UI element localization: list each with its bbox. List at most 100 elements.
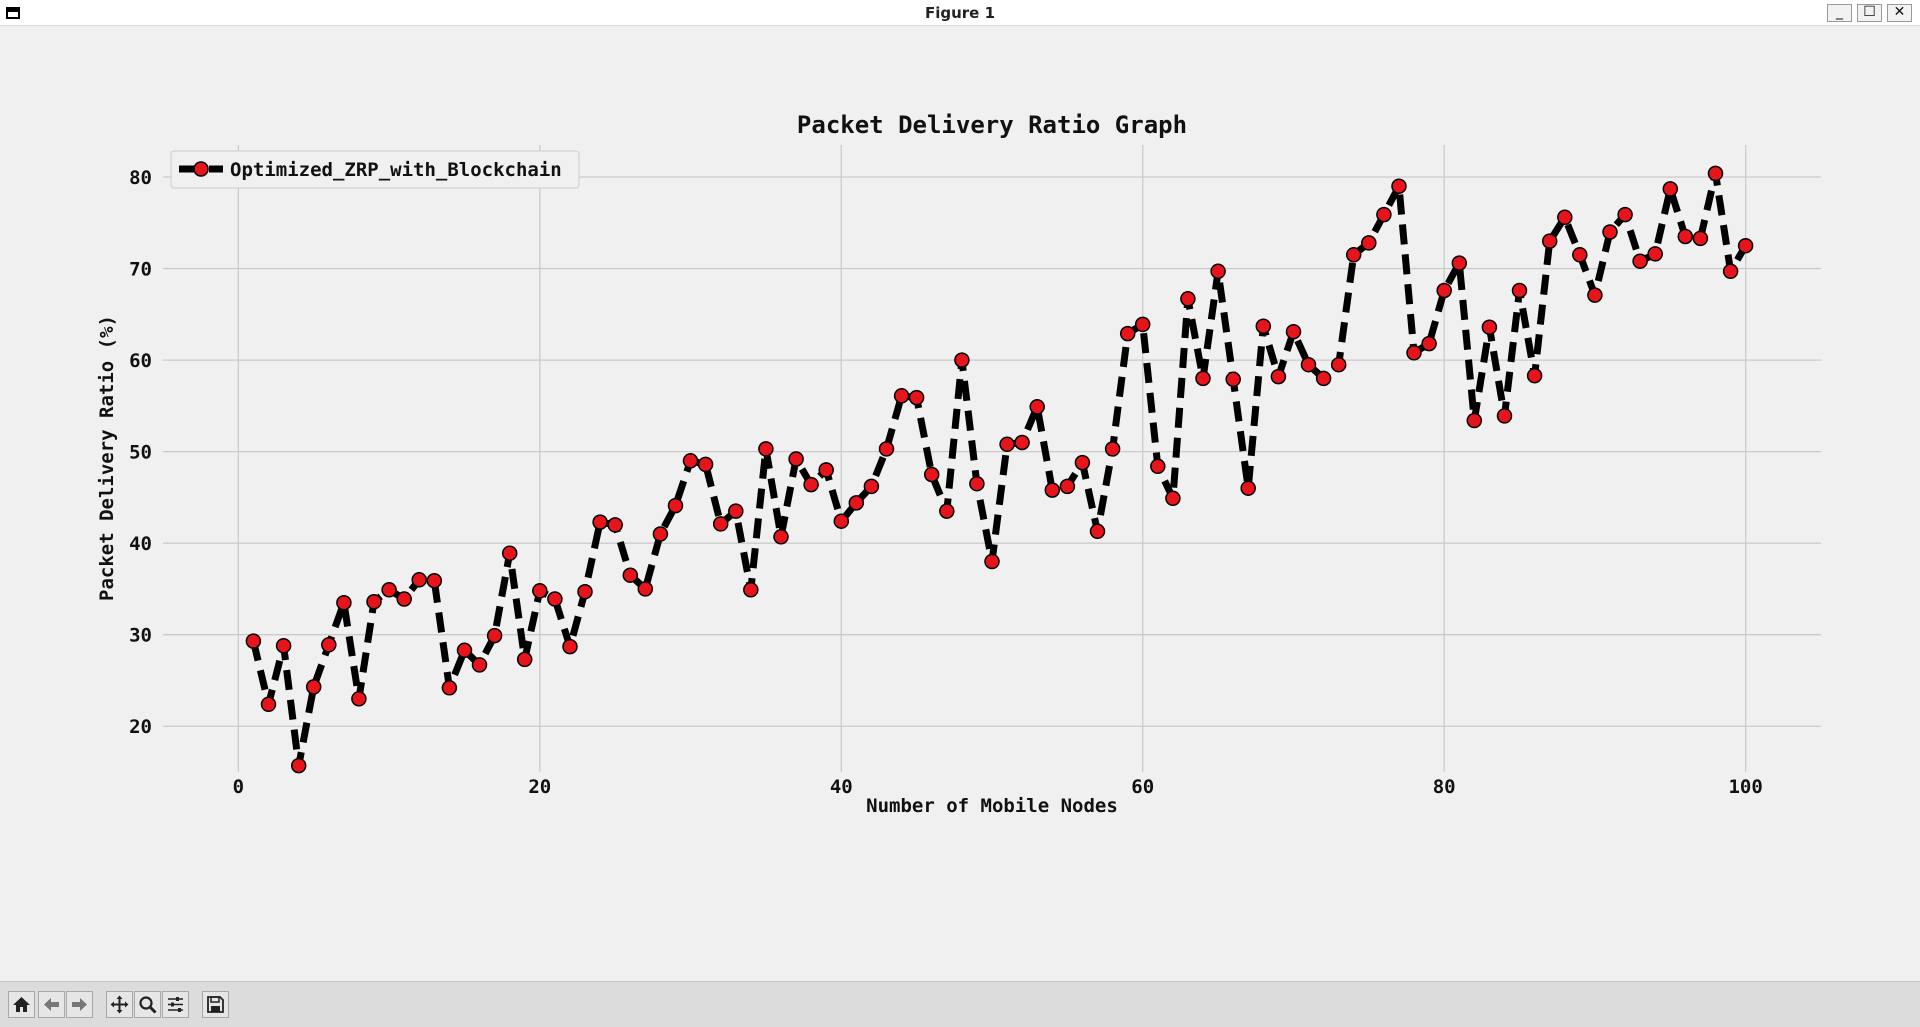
- forward-arrow-icon: [72, 998, 87, 1011]
- data-point: [1587, 287, 1603, 303]
- data-point: [1315, 370, 1332, 387]
- data-point: [1180, 291, 1196, 307]
- configure-subplots-icon: [168, 997, 183, 1012]
- back-arrow-icon: [44, 998, 59, 1011]
- data-point: [1210, 263, 1226, 280]
- data-point: [1150, 458, 1166, 475]
- data-point: [245, 633, 262, 649]
- window-title: Figure 1: [924, 4, 996, 22]
- legend-frame: [170, 150, 580, 189]
- data-point: [743, 582, 759, 598]
- data-point: [1014, 434, 1030, 451]
- configure-subplots-button[interactable]: [162, 991, 189, 1018]
- y-tick-label: 20: [129, 716, 152, 738]
- maximize-button[interactable]: ☐: [1857, 4, 1882, 22]
- data-point: [863, 478, 880, 495]
- data-point: [562, 638, 578, 655]
- data-point: [667, 497, 684, 514]
- data-point: [592, 514, 608, 530]
- x-tick-label: 60: [1131, 776, 1154, 798]
- data-point: [1376, 206, 1392, 223]
- data-point: [1617, 206, 1633, 223]
- data-point: [682, 453, 699, 469]
- data-point: [1692, 230, 1709, 247]
- y-tick-label: 40: [129, 533, 152, 555]
- data-point: [1345, 247, 1362, 263]
- legend-entry: Optimized_ZRP_with_Blockchain: [230, 159, 562, 181]
- y-tick-label: 30: [129, 625, 152, 647]
- data-point: [712, 516, 729, 532]
- data-point: [396, 591, 412, 607]
- y-tick-label: 60: [129, 350, 152, 372]
- data-point: [290, 757, 307, 774]
- data-point: [1255, 318, 1272, 334]
- data-point: [1707, 165, 1724, 182]
- save-icon: [207, 996, 224, 1013]
- y-tick-label: 50: [129, 442, 152, 464]
- data-point: [1330, 356, 1347, 373]
- data-point: [1059, 478, 1076, 495]
- data-point: [441, 680, 458, 696]
- chart-title: Packet Delivery Ratio Graph: [797, 111, 1187, 139]
- data-point: [728, 503, 744, 519]
- data-point: [547, 591, 563, 607]
- data-point: [486, 627, 503, 644]
- data-point: [878, 441, 895, 457]
- data-point: [954, 352, 970, 368]
- data-point: [1406, 345, 1422, 361]
- y-axis-label: Packet Delivery Ratio (%): [96, 315, 118, 601]
- data-point: [1074, 454, 1091, 471]
- data-point: [1195, 370, 1211, 387]
- data-point: [1541, 233, 1558, 249]
- data-point: [773, 529, 789, 545]
- home-icon: [13, 997, 30, 1012]
- data-point: [818, 462, 834, 478]
- data-point: [1466, 412, 1483, 429]
- data-point: [1722, 263, 1739, 280]
- data-point: [1557, 209, 1573, 226]
- pan-icon: [110, 995, 129, 1014]
- data-point: [1602, 224, 1618, 240]
- data-point: [984, 553, 1000, 570]
- line-chart: 0 20 40 60 80 100 20 30 40 50 60 70 80 Packet Deliv…: [96, 111, 1821, 817]
- x-tick-label: 0: [233, 776, 244, 798]
- data-point: [366, 593, 382, 610]
- data-point: [1526, 367, 1543, 384]
- forward-button[interactable]: [66, 991, 93, 1018]
- data-point: [1225, 371, 1241, 388]
- data-point: [1104, 441, 1121, 457]
- data-point: [1421, 335, 1437, 352]
- data-point: [1632, 253, 1648, 269]
- data-point: [758, 441, 774, 457]
- data-point: [1481, 319, 1498, 335]
- back-button[interactable]: [38, 991, 65, 1018]
- data-point: [305, 679, 322, 695]
- data-point: [471, 657, 488, 673]
- data-point: [1677, 228, 1694, 245]
- data-point: [1511, 282, 1528, 299]
- data-point: [456, 642, 473, 659]
- data-point: [923, 466, 940, 483]
- minimize-button[interactable]: _: [1827, 4, 1852, 22]
- data-point: [1089, 523, 1106, 540]
- save-button[interactable]: [202, 991, 229, 1018]
- data-point: [607, 517, 623, 533]
- home-button[interactable]: [8, 991, 35, 1018]
- legend: Optimized_ZRP_with_Blockchain: [170, 150, 580, 189]
- data-point: [1737, 237, 1754, 254]
- series-line: [249, 169, 1749, 770]
- data-point: [893, 388, 910, 404]
- x-tick-label: 40: [830, 776, 853, 798]
- data-point: [1165, 490, 1181, 507]
- data-point: [652, 526, 669, 542]
- zoom-button[interactable]: [134, 991, 161, 1018]
- data-point: [1029, 399, 1045, 415]
- data-point: [260, 696, 277, 713]
- zoom-icon: [139, 996, 157, 1014]
- data-point: [788, 451, 804, 467]
- pan-button[interactable]: [106, 991, 133, 1018]
- close-button[interactable]: ✕: [1887, 4, 1912, 22]
- y-tick-label: 70: [129, 259, 152, 281]
- data-point: [939, 503, 955, 519]
- data-point: [411, 572, 427, 588]
